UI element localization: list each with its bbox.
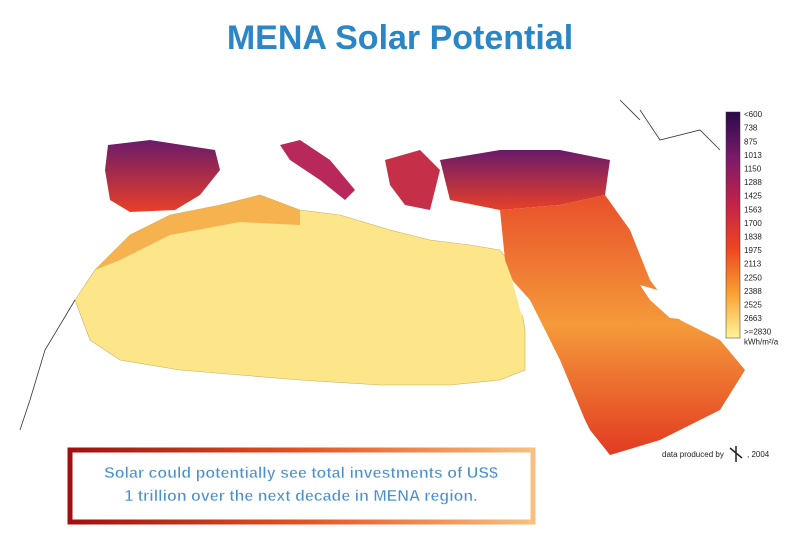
legend-label: 1700 xyxy=(744,219,762,228)
arabia xyxy=(500,195,745,455)
legend-label: <600 xyxy=(744,110,763,119)
legend-label: 2525 xyxy=(744,301,762,310)
caption-box: Solar could potentially see total invest… xyxy=(67,447,536,525)
legend-unit: kWh/m²/a xyxy=(744,337,779,346)
legend-label: 1288 xyxy=(744,178,762,187)
caption-line: 1 trillion over the next decade in MENA … xyxy=(124,488,477,505)
caption-line: Solar could potentially see total invest… xyxy=(104,465,498,482)
italy xyxy=(280,140,355,200)
map xyxy=(19,99,745,455)
legend-label: 2388 xyxy=(744,287,762,296)
greece xyxy=(385,150,440,210)
red-sea xyxy=(512,280,585,425)
legend-label: >=2830 xyxy=(744,328,772,337)
legend-label: 1013 xyxy=(744,151,762,160)
legend-label: 2113 xyxy=(744,260,762,269)
legend-labels: <600 738 875 1013 1150 1288 1425 1563 1700 1838 19… xyxy=(744,110,779,346)
gulf xyxy=(640,285,690,320)
title: MENA Solar Potential xyxy=(227,19,573,57)
legend-label: 875 xyxy=(744,137,758,146)
legend-label: 1150 xyxy=(744,165,762,174)
caption-frame xyxy=(67,447,536,525)
credit-logo xyxy=(729,446,743,462)
north-coast xyxy=(619,99,721,151)
legend-label: 2250 xyxy=(744,273,762,282)
credit-year: , 2004 xyxy=(747,450,770,459)
credit-text: data produced by xyxy=(662,450,724,459)
legend-label: 1838 xyxy=(744,233,762,242)
west-coast xyxy=(19,299,76,431)
north-africa-coast xyxy=(95,195,300,270)
legend-label: 2663 xyxy=(744,314,762,323)
turkey xyxy=(440,150,610,210)
legend: <600 738 875 1013 1150 1288 1425 1563 1700 1838 19… xyxy=(725,110,779,346)
legend-label: 1975 xyxy=(744,246,762,255)
legend-label: 1425 xyxy=(744,192,762,201)
legend-label: 1563 xyxy=(744,205,762,214)
credit: data produced by , 2004 xyxy=(662,446,770,462)
iberia xyxy=(105,140,220,212)
legend-scale xyxy=(725,111,741,339)
legend-label: 738 xyxy=(744,124,758,133)
